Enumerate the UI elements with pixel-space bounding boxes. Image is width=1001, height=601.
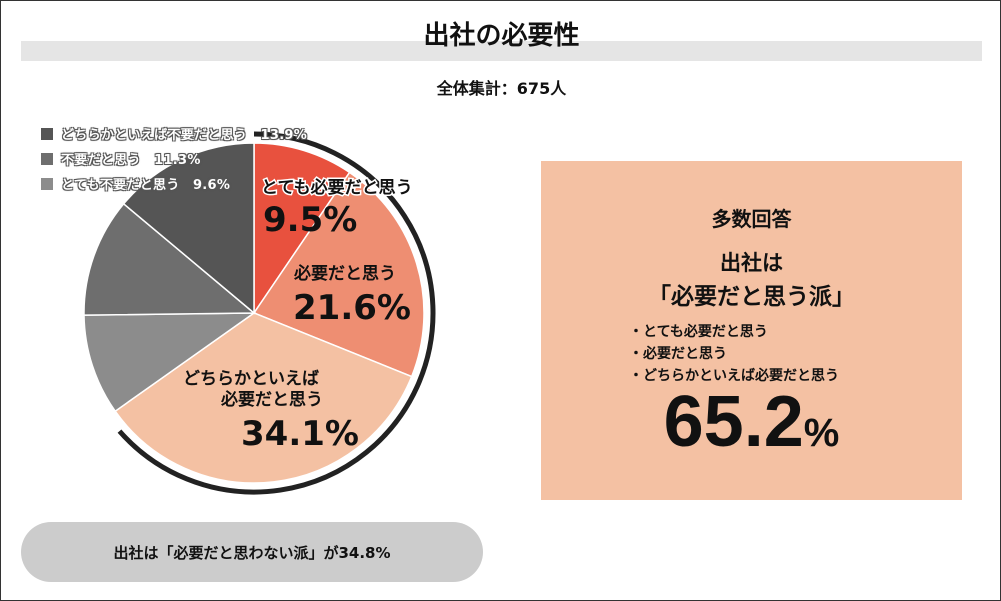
summary-heading: 多数回答 [711, 207, 792, 231]
summary-line-1: 出社は [720, 251, 783, 275]
legend-label: どちらかといえば不要だと思う 13.9% [61, 128, 308, 143]
legend-item-unnecessary: 不要だと思う 11.3% [41, 146, 307, 171]
summary-box: 多数回答 出社は 「必要だと思う派」 ・とても必要だと思う ・必要だと思う ・ど… [541, 161, 962, 500]
slice-label-necessary-name: 必要だと思う [293, 263, 396, 284]
footer-pill-text: 出社は「必要だと思わない派」が34.8% [113, 543, 391, 562]
legend-item-somewhat-unnecessary: どちらかといえば不要だと思う 13.9% [41, 121, 307, 146]
legend: どちらかといえば不要だと思う 13.9% 不要だと思う 11.3% とても不要だ… [41, 121, 307, 196]
legend-swatch [41, 177, 53, 190]
legend-swatch [41, 127, 53, 140]
legend-swatch [41, 152, 53, 165]
summary-items: ・とても必要だと思う ・必要だと思う ・どちらかといえば必要だと思う [629, 321, 839, 387]
chart-title: 出社の必要性 [423, 21, 580, 51]
outer-arc [117, 131, 436, 495]
title-bar [21, 41, 982, 61]
slice-label-somewhat-value: 34.1% [241, 414, 359, 454]
pie-slice-0 [253, 142, 351, 316]
slice-label-somewhat-name-1: どちらかといえば [183, 369, 319, 389]
slice-label-necessary-value: 21.6% [293, 288, 411, 328]
summary-total-number: 65.2 [663, 382, 804, 462]
legend-item-not-at-all: とても不要だと思う 9.6% [41, 171, 307, 196]
footer-pill: 出社は「必要だと思わない派」が34.8% [21, 522, 483, 582]
slice-label-somewhat-name-2: 必要だと思う [220, 389, 323, 410]
chart-subtitle: 全体集計：675人 [436, 79, 567, 98]
summary-total: 65.2% [541, 381, 962, 463]
pie-slice-3 [83, 312, 257, 413]
pie-slice-5 [122, 142, 255, 315]
legend-label: とても不要だと思う 9.6% [61, 178, 231, 193]
pie-slices [83, 142, 425, 484]
pie-slice-1 [252, 171, 425, 378]
summary-line-2: 「必要だと思う派」 [648, 284, 855, 310]
pie-slice-2 [114, 312, 413, 484]
summary-item: ・とても必要だと思う [629, 324, 768, 340]
legend-label: 不要だと思う 11.3% [61, 153, 201, 168]
summary-item: ・どちらかといえば必要だと思う [629, 368, 839, 384]
pie-slice-4 [83, 202, 257, 316]
slice-label-very-necessary-value: 9.5% [263, 200, 357, 240]
summary-item: ・必要だと思う [629, 346, 727, 362]
summary-total-unit: % [803, 411, 840, 455]
slice-label-very-necessary-name: とても必要だと思う [261, 177, 413, 198]
